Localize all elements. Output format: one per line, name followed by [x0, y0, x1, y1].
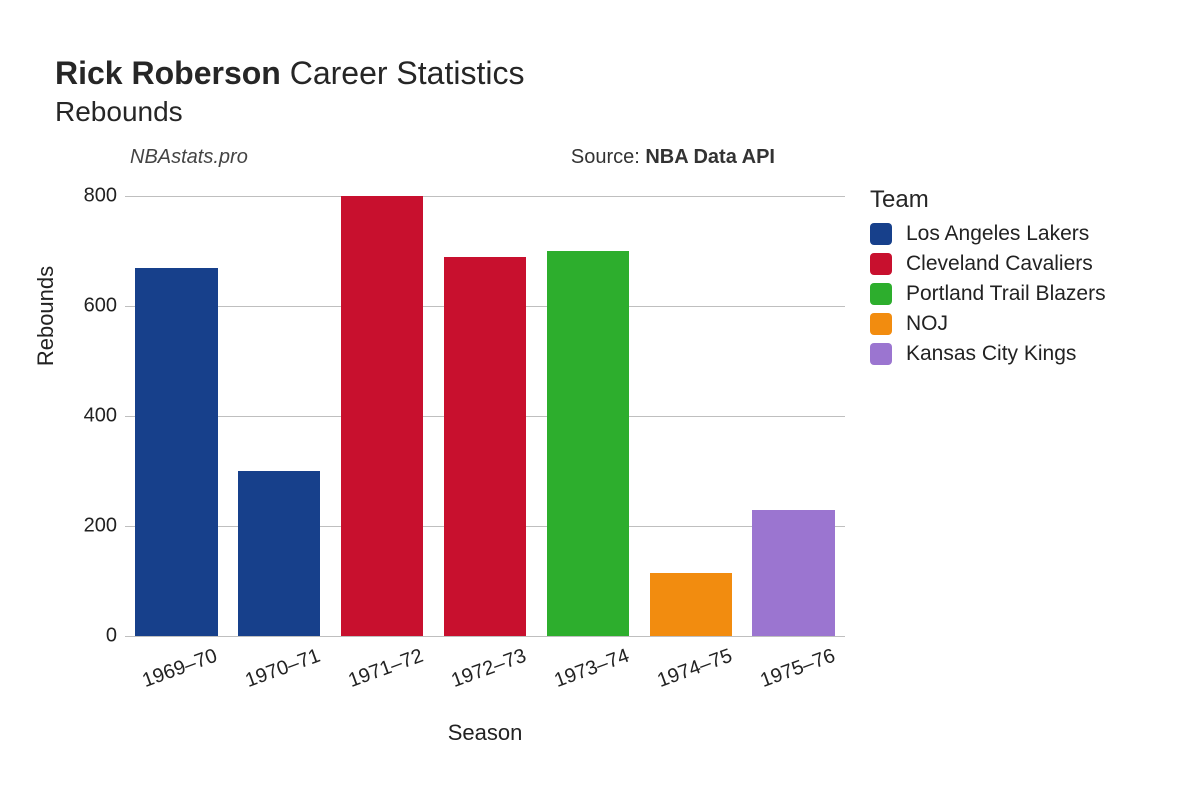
- gridline: [125, 196, 845, 197]
- player-name: Rick Roberson: [55, 55, 281, 91]
- source-credit: Source: NBA Data API: [571, 146, 775, 169]
- source-name: NBA Data API: [645, 146, 775, 168]
- legend-item: Kansas City Kings: [870, 342, 1106, 366]
- x-tick-label: 1970–71: [243, 645, 324, 693]
- x-tick-label: 1973–74: [551, 645, 632, 693]
- legend-swatch: [870, 283, 892, 305]
- legend-label: Portland Trail Blazers: [906, 282, 1106, 306]
- title-suffix: Career Statistics: [290, 55, 525, 91]
- legend-label: Los Angeles Lakers: [906, 222, 1089, 246]
- y-tick-label: 400: [65, 405, 117, 428]
- legend-item: Los Angeles Lakers: [870, 222, 1106, 246]
- source-prefix: Source:: [571, 146, 645, 168]
- bar: [444, 257, 526, 637]
- chart-title: Rick Roberson Career Statistics: [55, 55, 1145, 92]
- chart-area: Rebounds Season Team Los Angeles LakersC…: [55, 176, 1145, 736]
- annotation-row: NBAstats.pro Source: NBA Data API: [55, 146, 835, 174]
- legend-swatch: [870, 223, 892, 245]
- x-tick-label: 1975–76: [757, 645, 838, 693]
- bar: [650, 573, 732, 636]
- chart-subtitle: Rebounds: [55, 96, 1145, 128]
- x-tick-label: 1971–72: [346, 645, 427, 693]
- legend-swatch: [870, 253, 892, 275]
- y-axis-label: Rebounds: [33, 216, 59, 416]
- x-tick-label: 1974–75: [654, 645, 735, 693]
- site-credit: NBAstats.pro: [130, 146, 248, 169]
- bar: [547, 251, 629, 636]
- legend-label: Kansas City Kings: [906, 342, 1076, 366]
- legend-swatch: [870, 343, 892, 365]
- y-tick-label: 600: [65, 295, 117, 318]
- bar: [341, 196, 423, 636]
- legend: Team Los Angeles Lakers Cleveland Cavalie…: [870, 186, 1106, 372]
- bar: [752, 510, 834, 637]
- legend-label: NOJ: [906, 312, 948, 336]
- plot-area: [125, 196, 845, 636]
- y-tick-label: 0: [65, 625, 117, 648]
- legend-title: Team: [870, 186, 1106, 214]
- legend-swatch: [870, 313, 892, 335]
- legend-item: Portland Trail Blazers: [870, 282, 1106, 306]
- chart-container: Rick Roberson Career Statistics Rebounds…: [55, 55, 1145, 736]
- x-tick-label: 1972–73: [448, 645, 529, 693]
- bar: [238, 471, 320, 636]
- legend-label: Cleveland Cavaliers: [906, 252, 1093, 276]
- legend-item: NOJ: [870, 312, 1106, 336]
- x-tick-label: 1969–70: [140, 645, 221, 693]
- y-tick-label: 800: [65, 185, 117, 208]
- x-axis-label: Season: [125, 720, 845, 746]
- bar: [135, 268, 217, 637]
- y-tick-label: 200: [65, 515, 117, 538]
- legend-item: Cleveland Cavaliers: [870, 252, 1106, 276]
- gridline: [125, 636, 845, 637]
